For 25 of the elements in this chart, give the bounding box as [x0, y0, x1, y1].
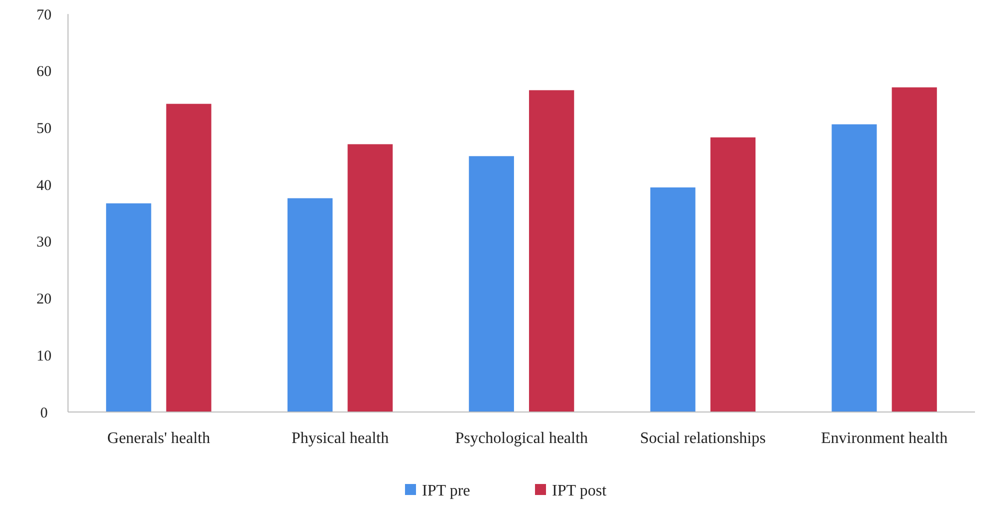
y-tick-label: 30 — [36, 234, 52, 251]
x-tick-label: Environment health — [820, 430, 948, 447]
y-tick-label: 60 — [36, 64, 52, 80]
legend-label: IPT pre — [422, 482, 470, 500]
y-tick-label: 0 — [40, 405, 48, 422]
y-tick-label: 50 — [36, 120, 52, 137]
bar — [468, 156, 514, 412]
bar — [166, 104, 212, 412]
bar — [348, 144, 393, 412]
y-tick-label: 10 — [36, 348, 52, 364]
x-tick-label: Generals' health — [107, 430, 210, 447]
bar — [892, 87, 937, 412]
y-tick-label: 20 — [36, 292, 52, 308]
y-tick-label: 70 — [36, 7, 52, 24]
bar — [106, 203, 152, 412]
x-tick-label: Social relationships — [640, 430, 766, 447]
y-tick-label: 40 — [36, 178, 52, 194]
x-tick-label: Physical health — [291, 430, 389, 447]
bar — [832, 124, 877, 412]
legend-label: IPT post — [552, 482, 607, 500]
bar — [287, 198, 333, 412]
bar — [529, 90, 574, 412]
bar — [650, 187, 696, 412]
x-tick-label: Psychological health — [455, 430, 588, 447]
bar — [710, 137, 756, 412]
